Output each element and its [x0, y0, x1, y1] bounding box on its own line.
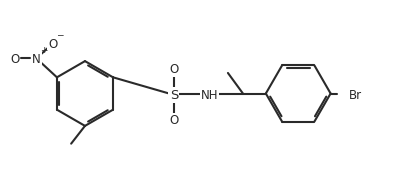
Text: +: +: [41, 46, 48, 55]
Text: O: O: [48, 38, 57, 51]
Text: O: O: [10, 53, 19, 66]
Text: Br: Br: [348, 88, 361, 102]
Text: S: S: [170, 88, 178, 102]
Text: NH: NH: [201, 88, 218, 102]
Text: −: −: [56, 30, 64, 39]
Text: O: O: [169, 114, 178, 127]
Text: N: N: [32, 53, 41, 66]
Text: O: O: [169, 63, 178, 76]
